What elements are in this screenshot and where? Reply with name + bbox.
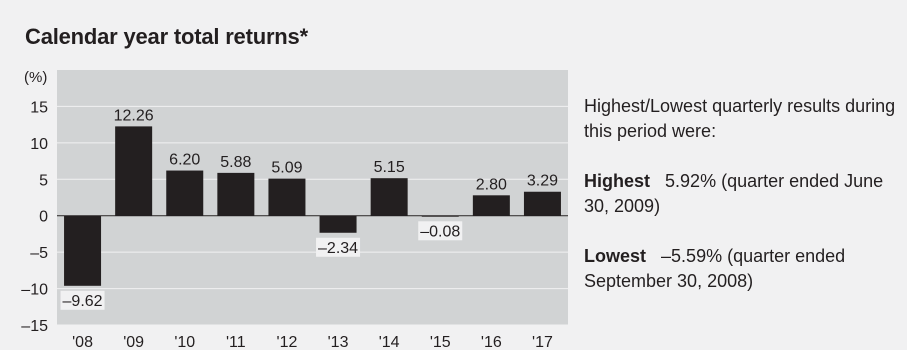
y-tick-label: –5	[30, 245, 48, 262]
x-tick-label: '12	[277, 334, 298, 350]
bar	[166, 170, 204, 216]
bar	[472, 195, 510, 216]
data-label: –2.34	[318, 240, 358, 257]
x-tick-label: '11	[226, 334, 246, 350]
data-label-bg	[60, 290, 105, 310]
data-label-bg	[316, 237, 361, 257]
data-label: 3.29	[527, 173, 558, 190]
data-label-bg	[418, 221, 463, 241]
bar	[523, 191, 561, 216]
lowest-value: –5.59% (quarter ended September 30, 2008…	[584, 246, 846, 291]
x-tick-label: '15	[430, 334, 451, 350]
highest-result: Highest 5.92% (quarter ended June 30, 20…	[584, 169, 899, 219]
bar	[370, 178, 408, 216]
x-tick-label: '14	[379, 334, 400, 350]
y-tick-label: –10	[21, 282, 48, 299]
data-label: 5.88	[220, 154, 251, 171]
bar	[319, 215, 357, 233]
x-tick-label: '13	[328, 334, 349, 350]
x-tick-label: '08	[72, 334, 93, 350]
quarterly-results-intro: Highest/Lowest quarterly results during …	[584, 96, 896, 141]
bar	[421, 215, 459, 217]
data-label: 2.80	[476, 176, 507, 193]
x-tick-label: '10	[174, 334, 195, 350]
x-tick-label: '09	[123, 334, 144, 350]
data-label: 5.15	[374, 159, 405, 176]
lowest-label: Lowest	[584, 246, 647, 266]
y-tick-label: 0	[39, 209, 48, 226]
quarterly-results: Highest/Lowest quarterly results during …	[584, 94, 899, 294]
data-label: –0.08	[420, 223, 460, 240]
highest-label: Highest	[584, 171, 651, 191]
y-tick-label: 5	[39, 172, 48, 189]
y-axis-label: (%)	[24, 69, 47, 86]
data-label: 6.20	[169, 152, 200, 169]
y-tick-label: 15	[30, 99, 48, 116]
bar	[268, 178, 306, 216]
x-tick-label: '17	[532, 334, 553, 350]
highest-value: 5.92% (quarter ended June 30, 2009)	[584, 171, 884, 216]
data-label: –9.62	[63, 293, 103, 310]
y-tick-label: –15	[21, 318, 48, 335]
bar	[217, 172, 255, 216]
chart-title: Calendar year total returns*	[25, 24, 308, 49]
y-tick-label: 10	[30, 136, 48, 153]
x-tick-label: '16	[481, 334, 502, 350]
data-label: 5.09	[271, 160, 302, 177]
lowest-result: Lowest –5.59% (quarter ended September 3…	[584, 244, 899, 294]
data-label: 12.26	[114, 107, 154, 124]
bar	[115, 126, 153, 216]
bar	[64, 215, 102, 286]
